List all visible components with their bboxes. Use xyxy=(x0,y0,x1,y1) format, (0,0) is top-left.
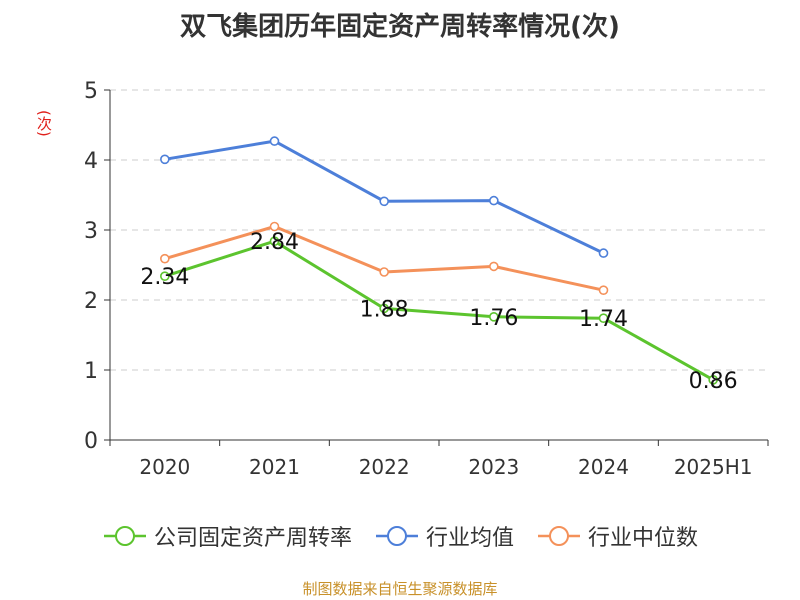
data-point xyxy=(598,285,609,296)
series-line xyxy=(164,225,604,292)
data-point xyxy=(160,253,170,264)
data-point xyxy=(489,311,499,322)
y-tick-label: 5 xyxy=(84,79,98,104)
gridlines xyxy=(110,89,768,371)
data-point xyxy=(598,248,609,258)
x-tick-label: 2024 xyxy=(578,455,629,479)
x-tick-label: 2022 xyxy=(359,455,410,479)
legend-label: 行业均值 xyxy=(425,526,514,551)
legend-swatch-icon xyxy=(103,526,146,546)
data-point xyxy=(160,154,170,165)
x-tick-label: 2023 xyxy=(468,455,519,479)
data-label: 1.76 xyxy=(469,306,518,331)
data-label: 1.88 xyxy=(360,297,409,322)
data-point xyxy=(269,136,280,146)
data-point xyxy=(708,374,718,385)
data-point xyxy=(379,267,389,277)
data-label: 2.84 xyxy=(250,230,299,255)
data-point xyxy=(379,196,389,207)
data-point xyxy=(269,221,280,232)
legend-item: 公司固定资产周转率 xyxy=(102,520,352,552)
data-label: 0.86 xyxy=(689,369,738,394)
data-labels: 2.34 2.84 1.88 1.76 1.74 0.86 xyxy=(140,230,737,394)
source-note: 制图数据来自恒生聚源数据库 xyxy=(302,580,498,598)
legend-label: 公司固定资产周转率 xyxy=(153,526,352,551)
legend-item: 行业均值 xyxy=(374,520,514,552)
series-line xyxy=(164,239,714,382)
y-axis-label: (次) xyxy=(35,110,53,137)
legend-item: 行业中位数 xyxy=(536,520,698,552)
legend-swatch-icon xyxy=(538,526,580,546)
data-point xyxy=(489,261,499,272)
data-point xyxy=(269,236,280,246)
data-label: 1.74 xyxy=(579,307,628,332)
data-label: 2.34 xyxy=(140,265,189,290)
data-point xyxy=(489,195,499,206)
data-point xyxy=(379,303,389,314)
chart-title: 双飞集团历年固定资产周转率情况(次) xyxy=(180,12,620,42)
legend: 公司固定资产周转率 行业均值 行业中位数 xyxy=(0,520,800,552)
series xyxy=(160,136,718,385)
y-tick-label: 3 xyxy=(84,219,98,244)
legend-label: 行业中位数 xyxy=(588,526,699,551)
y-tick-label: 0 xyxy=(84,429,98,454)
x-tick-label: 2021 xyxy=(249,455,300,479)
data-point xyxy=(598,313,609,324)
x-tick-label: 2020 xyxy=(139,455,190,479)
axes: 0 1 2 3 4 5 2020 2021 2022 2023 2024 2025H1 xyxy=(84,79,769,479)
legend-swatch-icon xyxy=(375,526,418,546)
y-tick-label: 2 xyxy=(84,289,98,314)
x-tick-label: 2025H1 xyxy=(674,455,753,479)
data-point xyxy=(160,271,170,282)
y-tick-label: 1 xyxy=(84,359,98,384)
y-tick-label: 4 xyxy=(84,149,98,174)
